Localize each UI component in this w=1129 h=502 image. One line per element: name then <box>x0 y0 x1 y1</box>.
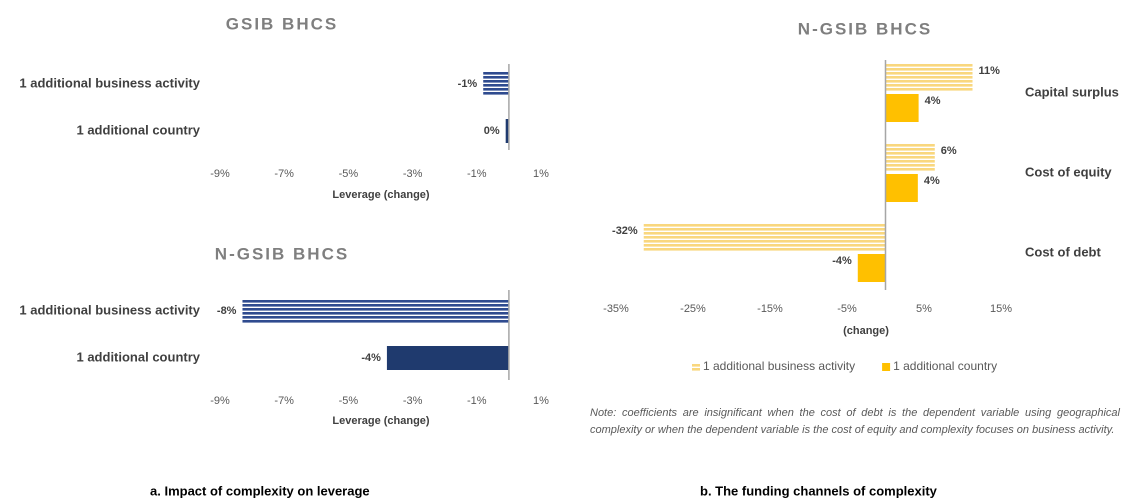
x-tick-label: -3% <box>403 395 423 407</box>
category-label: Capital surplus <box>1025 84 1119 99</box>
x-tick-label: -7% <box>274 395 294 407</box>
caption: a. Impact of complexity on leverage <box>150 483 370 498</box>
value-label: 0% <box>484 125 500 137</box>
bar <box>386 346 509 370</box>
value-label: 6% <box>941 145 957 157</box>
bar <box>885 144 935 172</box>
note: Note: coefficients are insignificant whe… <box>590 407 1120 436</box>
x-tick-label: 1% <box>533 395 549 407</box>
x-tick-label: -3% <box>403 168 423 180</box>
x-tick-label: -1% <box>467 395 487 407</box>
x-tick-label: 1% <box>533 168 549 180</box>
x-tick-label: -5% <box>339 168 359 180</box>
value-label: 11% <box>979 65 1001 77</box>
value-label: 4% <box>925 95 941 107</box>
category-label: 1 additional country <box>76 122 200 137</box>
chart-title: N-GSIB BHCS <box>215 244 349 263</box>
bar <box>483 72 509 96</box>
value-label: -4% <box>361 352 381 364</box>
x-tick-label: -5% <box>837 303 857 315</box>
bar <box>885 64 973 92</box>
value-label: -8% <box>217 305 237 317</box>
bar <box>885 94 919 122</box>
legend-label: 1 additional country <box>893 359 997 373</box>
category-label: Cost of debt <box>1025 244 1101 259</box>
x-tick-label: -7% <box>274 168 294 180</box>
value-label: -1% <box>458 78 478 90</box>
x-axis-label: Leverage (change) <box>332 415 430 427</box>
category-label: 1 additional business activity <box>19 75 200 90</box>
category-label: 1 additional country <box>76 349 200 364</box>
x-tick-label: -25% <box>680 303 706 315</box>
legend-swatch <box>692 363 700 371</box>
chart-title: N-GSIB BHCS <box>798 19 932 38</box>
x-tick-label: -35% <box>603 303 629 315</box>
value-label: -4% <box>832 255 852 267</box>
bar <box>242 299 509 323</box>
x-tick-label: -15% <box>757 303 783 315</box>
x-axis-label: (change) <box>843 325 889 337</box>
x-tick-label: -1% <box>467 168 487 180</box>
x-tick-label: 15% <box>990 303 1012 315</box>
legend-label: 1 additional business activity <box>703 359 855 373</box>
bar <box>505 119 509 143</box>
bar <box>857 254 886 282</box>
x-tick-label: -5% <box>339 395 359 407</box>
bar <box>885 174 918 202</box>
value-label: -32% <box>612 225 638 237</box>
legend-swatch <box>882 363 891 371</box>
bar <box>643 224 886 252</box>
x-tick-label: 5% <box>916 303 932 315</box>
x-axis-label: Leverage (change) <box>332 189 430 201</box>
x-tick-label: -9% <box>210 395 230 407</box>
chart-title: GSIB BHCS <box>226 14 338 33</box>
category-label: 1 additional business activity <box>19 302 200 317</box>
category-label: Cost of equity <box>1025 164 1112 179</box>
x-tick-label: -9% <box>210 168 230 180</box>
caption: b. The funding channels of complexity <box>700 483 938 498</box>
value-label: 4% <box>924 175 940 187</box>
